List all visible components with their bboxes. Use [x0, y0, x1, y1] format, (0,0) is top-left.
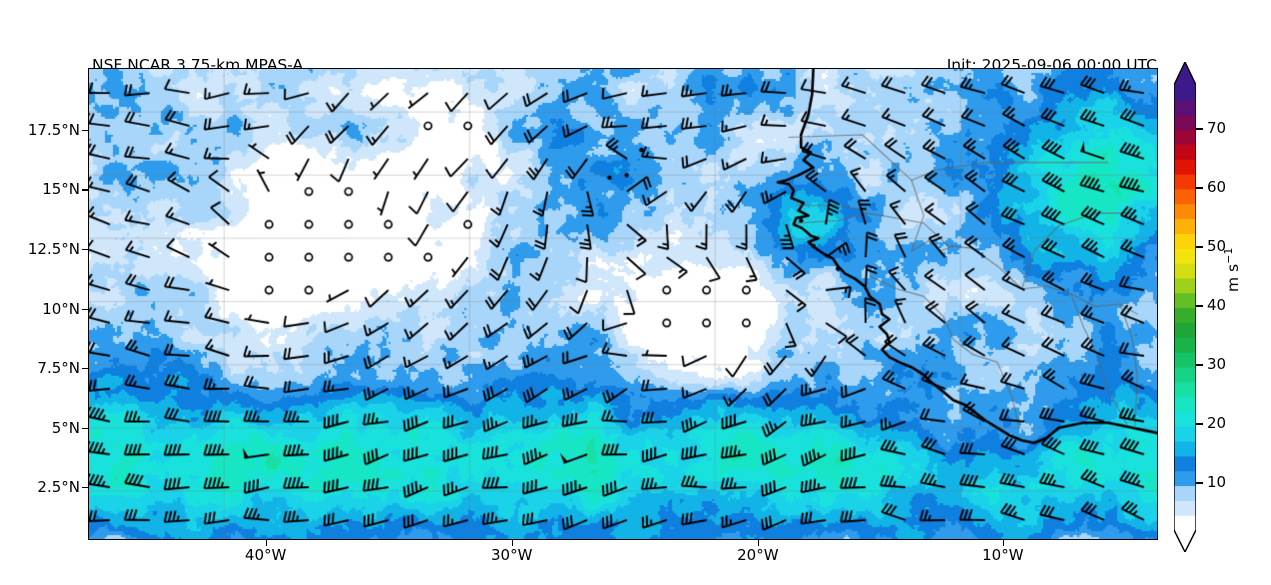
colorbar-tick-mark-2: [1196, 246, 1203, 248]
colorbar-tick-label-0: 70: [1207, 119, 1227, 137]
y-tick-mark-2: [82, 248, 88, 251]
x-tick-label-3: 10°W: [982, 546, 1024, 564]
colorbar-tick-label-2: 50: [1207, 237, 1227, 255]
y-tick-label-2: 12.5°N: [27, 239, 80, 258]
colorbar[interactable]: [1174, 62, 1196, 552]
colorbar-gradient: [1174, 62, 1196, 552]
wind-speed-map: [89, 69, 1157, 539]
y-tick-mark-6: [82, 487, 88, 489]
y-tick-mark-3: [82, 308, 88, 311]
y-tick-mark-5: [82, 427, 88, 429]
colorbar-tick-mark-6: [1196, 482, 1203, 484]
map-plot-area[interactable]: [88, 68, 1158, 540]
colorbar-tick-mark-0: [1196, 128, 1203, 130]
colorbar-tick-label-6: 10: [1207, 473, 1227, 491]
x-tick-mark-2: [757, 540, 760, 546]
colorbar-tick-mark-1: [1196, 187, 1203, 189]
colorbar-tick-label-4: 30: [1207, 355, 1227, 373]
colorbar-tick-mark-4: [1196, 364, 1203, 366]
x-tick-label-0: 40°W: [244, 546, 287, 564]
colorbar-title: m s−1: [1222, 247, 1243, 292]
y-tick-mark-4: [82, 368, 88, 370]
colorbar-tick-label-3: 40: [1207, 296, 1227, 314]
x-tick-label-1: 30°W: [491, 546, 533, 564]
x-tick-mark-1: [511, 540, 514, 546]
y-tick-label-6: 2.5°N: [37, 478, 80, 497]
y-tick-mark-0: [82, 129, 88, 132]
y-tick-label-4: 7.5°N: [37, 359, 80, 378]
x-tick-label-2: 20°W: [737, 546, 779, 564]
y-tick-label-3: 10°N: [42, 299, 80, 318]
y-tick-label-1: 15°N: [42, 180, 80, 199]
y-tick-label-0: 17.5°N: [27, 120, 80, 139]
x-tick-mark-0: [265, 540, 267, 546]
colorbar-tick-mark-5: [1196, 423, 1203, 425]
colorbar-tick-mark-3: [1196, 305, 1203, 307]
y-tick-mark-1: [82, 189, 88, 191]
colorbar-tick-label-1: 60: [1207, 178, 1227, 196]
colorbar-tick-label-5: 20: [1207, 414, 1227, 432]
x-tick-mark-3: [1002, 540, 1005, 546]
y-tick-label-5: 5°N: [51, 418, 80, 437]
